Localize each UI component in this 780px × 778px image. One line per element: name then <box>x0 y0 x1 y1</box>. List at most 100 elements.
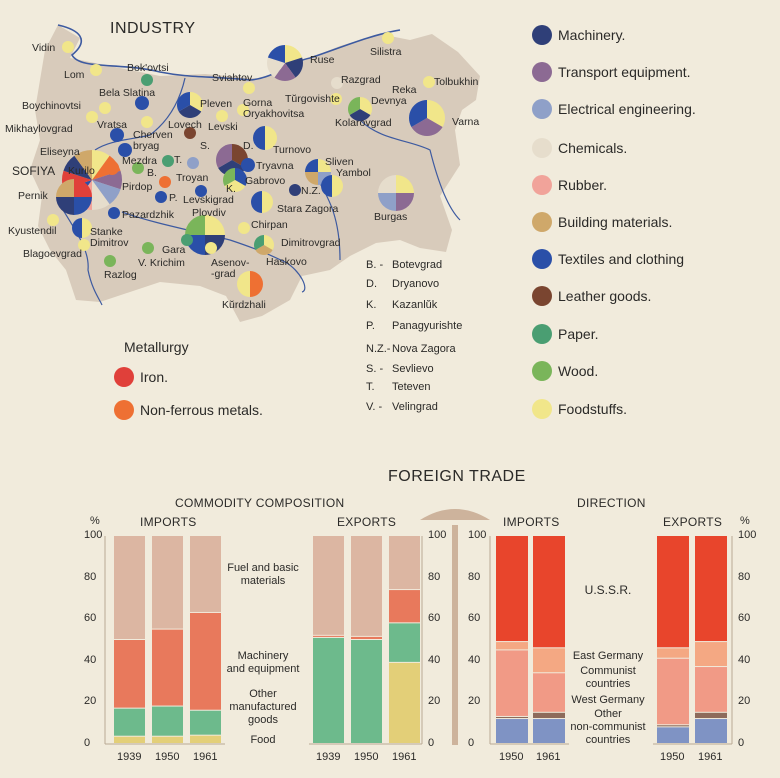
transport-swatch-icon <box>532 62 552 82</box>
city-label: Reka <box>392 84 417 96</box>
city-marker <box>86 111 98 123</box>
legend-label: Transport equipment. <box>558 64 691 80</box>
city-label: Troyan <box>176 172 209 184</box>
legend-label: Wood. <box>558 363 599 379</box>
legend-item-paper: Paper. <box>532 324 598 344</box>
pie-slice-machinery <box>285 57 303 78</box>
abbreviation-item: B. - Botevgrad <box>366 259 442 271</box>
label-west-germany: West Germany <box>571 694 645 706</box>
pie-slice-transport <box>216 144 232 168</box>
wood-swatch-icon <box>532 361 552 381</box>
x-tick-label: 1950 <box>660 751 685 763</box>
city-label: Plovdiv <box>192 207 226 219</box>
city-label: Ruse <box>310 54 335 66</box>
abbreviation: S. - <box>366 363 384 375</box>
label-food: Food <box>250 734 276 746</box>
pie-slice-nonferrous <box>250 271 263 297</box>
pie-slice-chemicals <box>267 57 285 78</box>
city-pie <box>409 100 445 137</box>
river-maritsa <box>121 211 306 293</box>
city-label: N.Z. <box>301 185 321 197</box>
pie-slice-wood <box>185 215 205 235</box>
city-label: Kyustendil <box>8 225 57 237</box>
bar-segment <box>496 719 528 743</box>
river <box>94 77 186 151</box>
city-label: T. <box>174 154 183 166</box>
city-label: Levski <box>208 121 238 133</box>
city-marker <box>238 222 250 234</box>
y-tick-label: 20 <box>468 695 481 708</box>
pie-slice-machinery <box>63 155 92 180</box>
city-label: Silistra <box>370 46 402 58</box>
y-tick-label: 0 <box>428 737 435 749</box>
pie-slice-food <box>396 175 414 193</box>
city-label: Yambol <box>336 167 371 179</box>
textiles-swatch-icon <box>532 249 552 269</box>
abbreviation: K. <box>366 299 377 311</box>
legend-item-building: Building materials. <box>532 212 672 232</box>
city-marker <box>382 32 394 44</box>
y-tick-label: 40 <box>84 653 97 666</box>
legend-label: Machinery. <box>558 27 626 43</box>
legend-label: Iron. <box>140 369 169 385</box>
machinery-swatch-icon <box>532 25 552 45</box>
bar-segment <box>533 673 565 712</box>
bar-segment <box>533 536 565 648</box>
pie-slice-food <box>427 100 445 127</box>
city-label: Pazardzhik <box>122 209 174 221</box>
percent-sign-right: % <box>740 515 750 527</box>
city-label: Razgrad <box>341 74 381 86</box>
bar-segment <box>190 612 221 710</box>
y-tick-label: 80 <box>738 570 751 583</box>
legend-label: Non-ferrous metals. <box>140 402 263 418</box>
y-tick-label: 100 <box>468 529 487 541</box>
city-marker <box>118 143 132 157</box>
label-east-germany: East Germany <box>572 650 644 662</box>
river-struma <box>59 204 103 306</box>
abbreviation-name: Nova Zagora <box>392 343 456 355</box>
city-label: Kurilo <box>68 165 95 177</box>
y-tick-label: 0 <box>468 737 475 749</box>
pie-slice-textiles <box>253 126 265 150</box>
abbreviation-name: Botevgrad <box>392 259 443 271</box>
city-label: Vratsa <box>97 119 127 131</box>
city-label: Burgas <box>374 211 408 223</box>
city-marker <box>155 191 167 203</box>
pie-slice-wood <box>348 97 360 115</box>
legend-item-transport: Transport equipment. <box>532 62 691 82</box>
x-tick-label: 1950 <box>354 751 379 763</box>
bar-segment <box>657 536 689 648</box>
city-marker <box>132 162 144 174</box>
city-marker <box>47 214 59 226</box>
y-tick-label: 0 <box>84 737 91 749</box>
pie-slice-food <box>237 271 250 297</box>
pie-slice-iron <box>74 179 92 197</box>
label-machinery: Machinery and equipment <box>226 650 300 675</box>
city-marker <box>110 128 124 142</box>
city-label: Tryavna <box>256 160 294 172</box>
pie-slice-food <box>262 191 273 213</box>
y-tick-label: 100 <box>428 529 447 541</box>
bar-segment <box>313 536 344 635</box>
city-marker <box>78 239 90 251</box>
city-marker <box>135 96 149 110</box>
iron-swatch-icon <box>114 367 134 387</box>
bar-segment <box>351 536 382 636</box>
city-pie <box>348 97 373 121</box>
city-label: K. <box>226 183 236 195</box>
abbreviation-item: P. Panagyurishte <box>366 320 462 332</box>
bar-segment <box>389 662 420 743</box>
legend-label: Chemicals. <box>558 140 628 156</box>
city-label: Tolbukhin <box>434 76 479 88</box>
y-tick-label: 20 <box>428 695 441 708</box>
bar-segment <box>152 706 183 736</box>
y-tick-label: 80 <box>84 570 97 583</box>
city-marker <box>423 76 435 88</box>
city-marker <box>184 127 196 139</box>
city-label: V. Krichim <box>138 257 185 269</box>
y-tick-label: 40 <box>428 653 441 666</box>
pie-slice-food <box>92 150 110 180</box>
pie-slice-food <box>82 218 92 238</box>
abbreviation: N.Z.- <box>366 343 391 355</box>
